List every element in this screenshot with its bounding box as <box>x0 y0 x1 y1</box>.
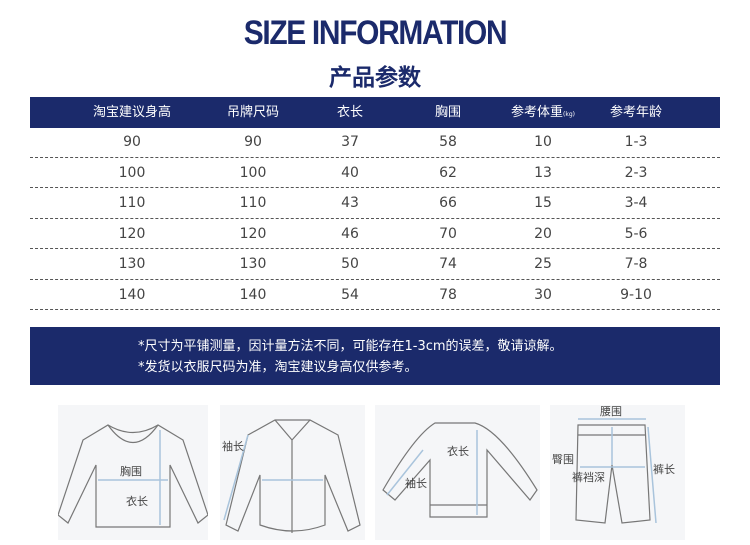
table-cell: 37 <box>341 134 359 150</box>
table-cell: 25 <box>534 256 552 272</box>
table-row: 100 100 40 62 13 2-3 <box>30 158 720 188</box>
table-cell: 110 <box>239 195 267 211</box>
table-cell: 50 <box>341 256 359 272</box>
hip-label: 臀围 <box>552 453 574 466</box>
table-cell: 1-3 <box>624 134 648 150</box>
header-weight-label: 参考体重 <box>511 105 564 120</box>
table-row: 120 120 46 70 20 5-6 <box>30 219 720 249</box>
table-cell: 62 <box>439 164 457 181</box>
table-cell: 2-3 <box>624 164 648 181</box>
chest-label: 胸围 <box>120 464 142 478</box>
table-cell: 5-6 <box>624 225 648 242</box>
table-cell: 58 <box>439 134 457 150</box>
tshirt-diagram: 胸围 衣长 <box>57 405 209 540</box>
table-cell: 9-10 <box>620 286 652 303</box>
page-subtitle: 产品参数 <box>329 65 421 91</box>
header-chest: 胸围 <box>434 105 461 120</box>
rise-label: 裤裆深 <box>572 470 605 484</box>
pants-length-label: 裤长 <box>653 462 675 476</box>
table-cell: 13 <box>534 164 552 181</box>
shirt-diagram: 袖长 <box>220 405 365 540</box>
note-line: *尺寸为平铺测量，因计量方法不同，可能存在1-3cm的误差，敬请谅解。 <box>138 339 563 354</box>
header-height: 淘宝建议身高 <box>92 105 171 120</box>
sweater-length-label: 衣长 <box>447 444 469 458</box>
table-cell: 15 <box>534 195 552 211</box>
header-length: 衣长 <box>336 105 363 120</box>
table-cell: 70 <box>439 225 457 242</box>
pants-diagram: 腰围 臀围 裤裆深 裤长 <box>550 405 685 540</box>
table-cell: 78 <box>439 286 457 303</box>
table-row: 140 140 54 78 30 9-10 <box>30 280 720 310</box>
size-table-body: 90 90 37 58 10 1-3 100 100 40 62 13 2-3 110 110 43 66 15… <box>30 127 720 310</box>
table-cell: 40 <box>341 164 359 181</box>
table-cell: 140 <box>239 286 267 303</box>
sleeve-label: 袖长 <box>222 439 244 453</box>
table-cell: 54 <box>341 286 359 303</box>
note-line: *发货以衣服尺码为准，淘宝建议身高仅供参考。 <box>138 360 418 375</box>
header-tag-size: 吊牌尺码 <box>226 105 279 120</box>
table-cell: 10 <box>534 134 552 150</box>
table-cell: 74 <box>439 256 457 272</box>
table-cell: 90 <box>244 134 262 150</box>
table-cell: 120 <box>239 225 267 242</box>
table-row: 90 90 37 58 10 1-3 <box>30 127 720 158</box>
notes-box: *尺寸为平铺测量，因计量方法不同，可能存在1-3cm的误差，敬请谅解。 *发货以… <box>30 327 720 385</box>
table-cell: 7-8 <box>624 256 648 272</box>
page-title: SIZE INFORMATION <box>243 14 508 52</box>
table-cell: 90 <box>123 134 141 150</box>
table-cell: 30 <box>534 286 552 303</box>
length-label: 衣长 <box>126 494 148 508</box>
sweater-diagram: 衣长 袖长 <box>375 405 540 540</box>
header-age: 参考年龄 <box>609 105 662 120</box>
table-row: 110 110 43 66 15 3-4 <box>30 188 720 219</box>
table-cell: 43 <box>341 195 359 211</box>
weight-unit: (kg) <box>563 111 575 118</box>
table-cell: 66 <box>439 195 457 211</box>
table-cell: 20 <box>534 225 552 242</box>
table-cell: 110 <box>118 195 146 211</box>
table-cell: 130 <box>239 256 267 272</box>
table-cell: 140 <box>118 286 146 303</box>
table-cell: 100 <box>118 164 146 181</box>
waist-label: 腰围 <box>600 405 622 418</box>
header-weight: 参考体重(kg) <box>483 97 603 130</box>
table-header: 淘宝建议身高 吊牌尺码 衣长 胸围 参考体重(kg) 参考年龄 <box>30 97 720 128</box>
sweater-sleeve-label: 袖长 <box>405 476 427 490</box>
table-cell: 46 <box>341 225 359 242</box>
table-cell: 120 <box>118 225 146 242</box>
table-row: 130 130 50 74 25 7-8 <box>30 249 720 280</box>
table-cell: 3-4 <box>624 195 648 211</box>
table-cell: 130 <box>118 256 146 272</box>
table-cell: 100 <box>239 164 267 181</box>
